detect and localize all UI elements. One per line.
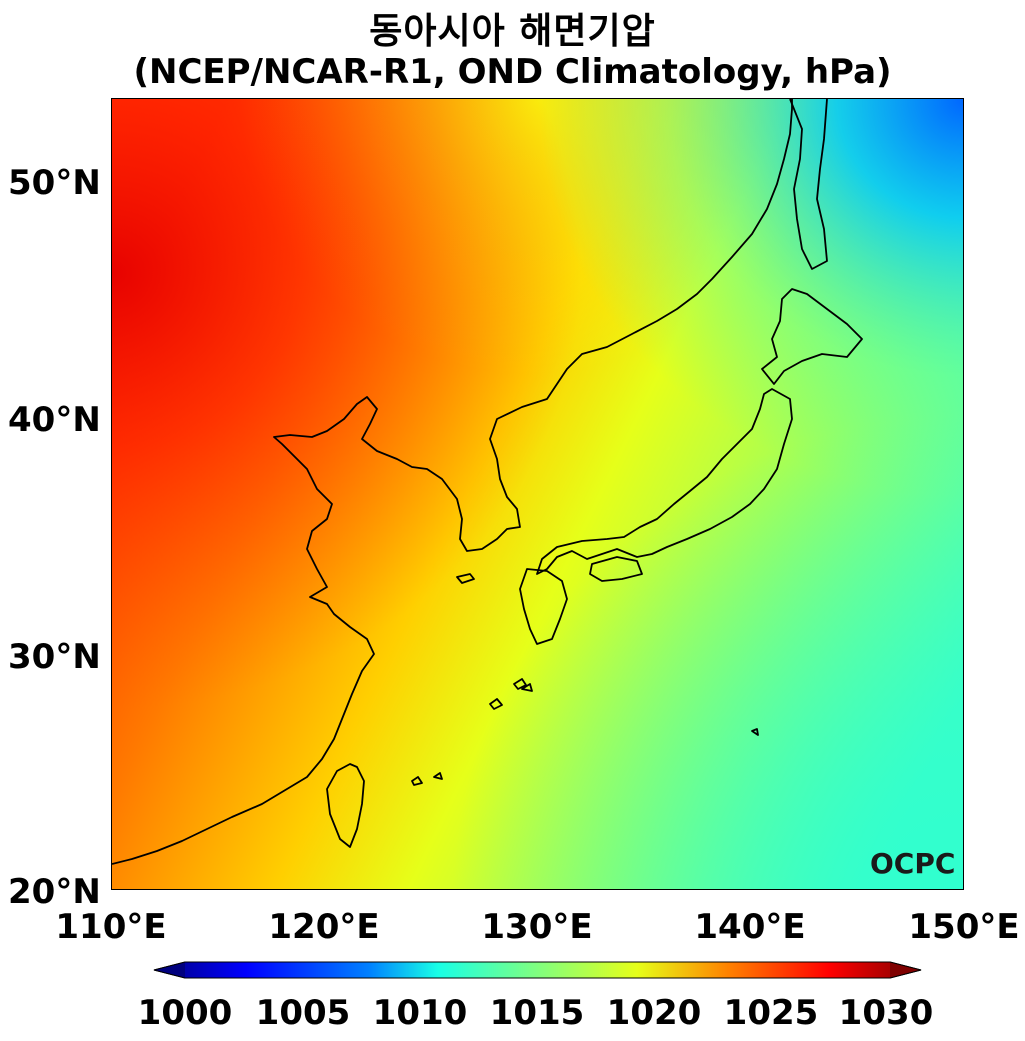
- map-subtitle: (NCEP/NCAR-R1, OND Climatology, hPa): [133, 52, 892, 92]
- colorbar: [153, 961, 922, 979]
- lat-tick-50: 50°N: [8, 163, 101, 203]
- lon-tick-110: 110°E: [55, 907, 167, 947]
- colorbar-tick-1005: 1005: [255, 993, 351, 1033]
- colorbar-tick-1015: 1015: [489, 993, 585, 1033]
- colorbar-tick-1010: 1010: [372, 993, 468, 1033]
- colorbar-tick-1030: 1030: [838, 993, 934, 1033]
- colorbar-tick-1025: 1025: [723, 993, 819, 1033]
- lon-tick-150: 150°E: [908, 907, 1020, 947]
- lon-tick-130: 130°E: [481, 907, 593, 947]
- pressure-map: OCPC: [111, 98, 964, 890]
- colorbar-tick-1000: 1000: [137, 993, 233, 1033]
- lat-tick-30: 30°N: [8, 637, 101, 677]
- lat-tick-20: 20°N: [8, 872, 101, 912]
- coastlines: [112, 99, 863, 865]
- map-title: 동아시아 해면기압: [369, 11, 656, 52]
- ocpc-logo: OCPC: [870, 847, 956, 880]
- colorbar-tick-1020: 1020: [606, 993, 702, 1033]
- lat-tick-40: 40°N: [8, 400, 101, 440]
- lon-tick-120: 120°E: [268, 907, 380, 947]
- pressure-field: [112, 99, 963, 889]
- lon-tick-140: 140°E: [694, 907, 806, 947]
